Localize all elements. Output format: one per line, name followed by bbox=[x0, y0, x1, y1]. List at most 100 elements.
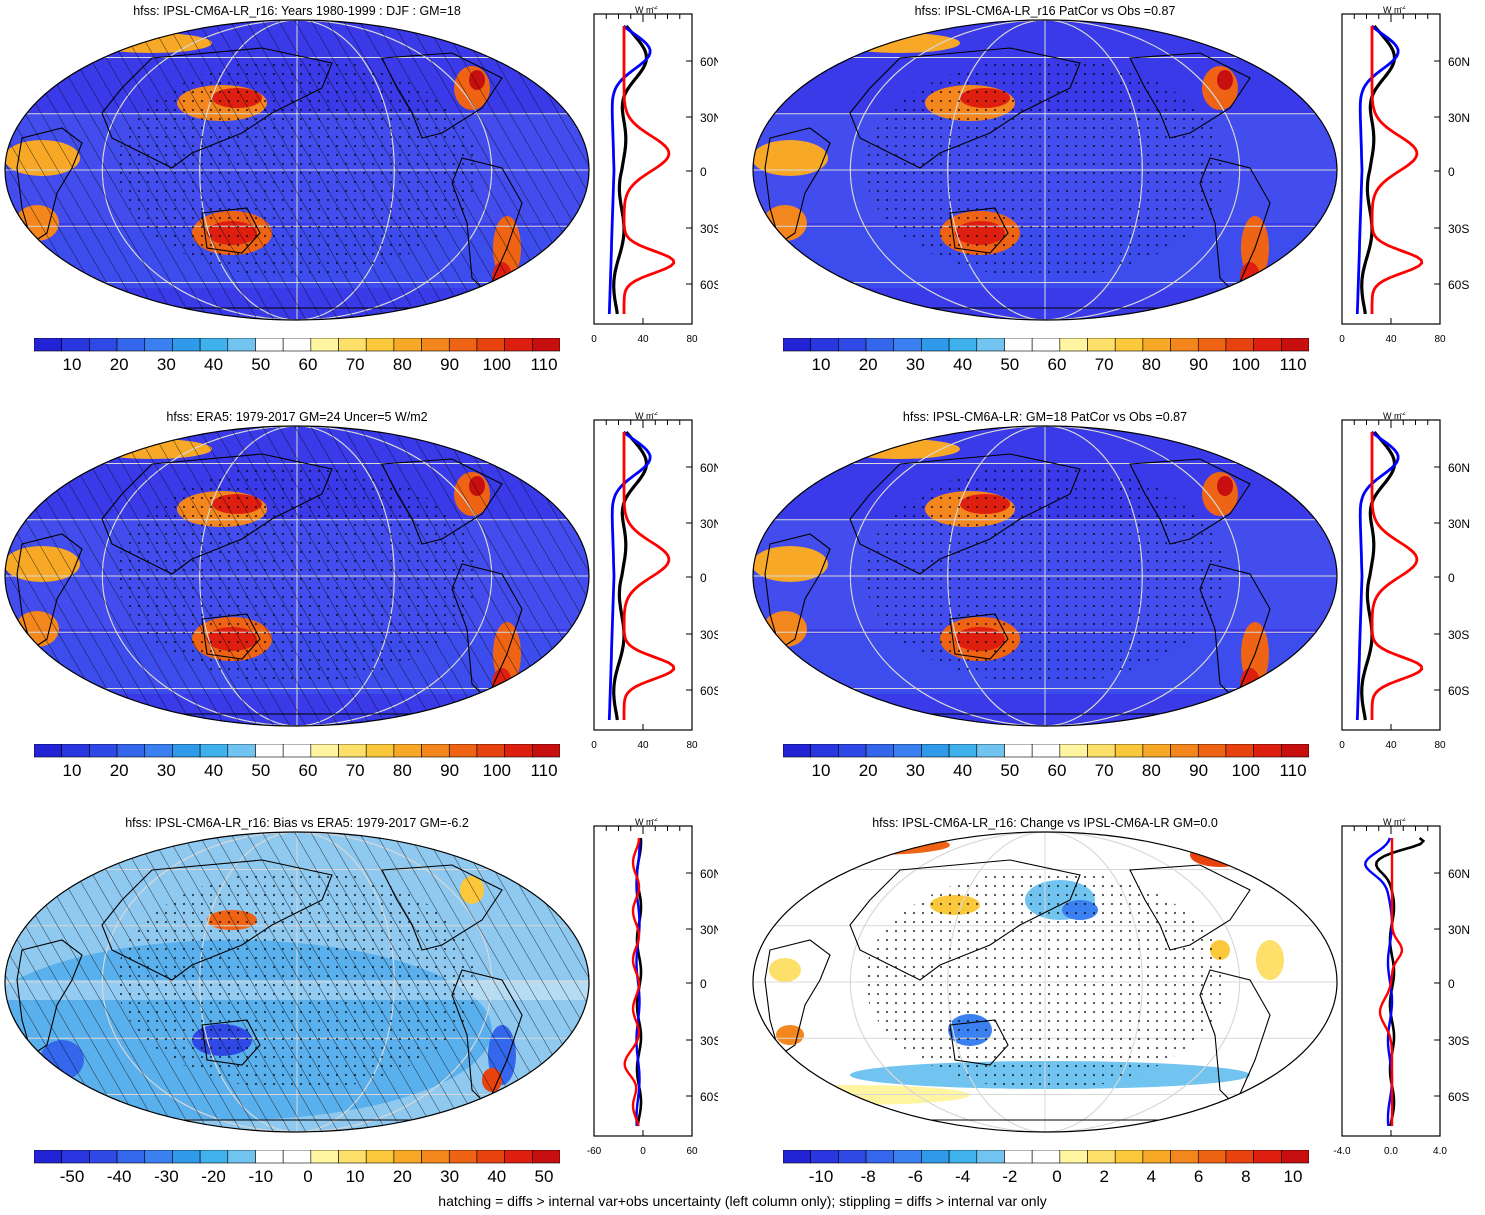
colorbar-swatch bbox=[421, 1150, 450, 1164]
colorbar-swatch bbox=[893, 1150, 922, 1164]
colorbar-swatch bbox=[89, 1150, 118, 1164]
profile-tick-label: 40 bbox=[1385, 740, 1397, 751]
colorbar-swatch bbox=[227, 1150, 256, 1164]
colorbar-swatch bbox=[532, 744, 560, 758]
colorbar-swatch bbox=[976, 744, 1005, 758]
colorbar-swatch bbox=[1253, 1150, 1282, 1164]
colorbar-swatch bbox=[504, 1150, 533, 1164]
colorbar-swatch bbox=[1225, 1150, 1254, 1164]
colorbar-label: 110 bbox=[1279, 355, 1307, 374]
colorbar-label: 40 bbox=[953, 355, 973, 374]
colorbar-swatch bbox=[199, 338, 229, 352]
colorbar-swatch bbox=[838, 338, 867, 352]
colorbar-swatch bbox=[1197, 338, 1227, 352]
colorbar-swatch bbox=[1059, 744, 1088, 758]
heat-region bbox=[512, 33, 572, 53]
colorbar-swatch bbox=[476, 744, 505, 758]
model-curve bbox=[1374, 836, 1426, 1127]
colorbar-swatch bbox=[865, 744, 895, 758]
colorbar-label: 0 bbox=[303, 1167, 313, 1186]
colorbar-label: 10 bbox=[811, 355, 831, 374]
colorbar-swatch bbox=[1087, 744, 1116, 758]
latitude-label: 0 bbox=[1448, 165, 1455, 179]
colorbar-swatch bbox=[34, 744, 62, 758]
colorbar-swatch bbox=[1004, 744, 1033, 758]
colorbar-swatch bbox=[1197, 1150, 1227, 1164]
colorbar-swatch bbox=[61, 744, 90, 758]
colorbar-swatch bbox=[1031, 1150, 1061, 1164]
world-map bbox=[752, 831, 1338, 1133]
colorbar-swatch bbox=[255, 744, 284, 758]
zonal-mean-profile: W m-2 60N 30N 0 30S 60S 0 40 80 bbox=[1339, 412, 1470, 751]
colorbar-label: -30 bbox=[154, 1167, 179, 1186]
latitude-label: 30S bbox=[1448, 628, 1469, 642]
colorbar-swatch bbox=[1142, 1150, 1171, 1164]
colorbar-swatch bbox=[338, 744, 367, 758]
latitude-label: 60N bbox=[700, 461, 718, 475]
colorbar-swatch bbox=[1087, 1150, 1116, 1164]
colorbar-label: 20 bbox=[392, 1167, 412, 1186]
colorbar-swatch bbox=[172, 338, 201, 352]
reference-curve bbox=[622, 26, 676, 314]
map-border bbox=[4, 425, 590, 727]
colorbar-swatch bbox=[365, 1150, 395, 1164]
profile-tick-label: 0.0 bbox=[1384, 1146, 1398, 1157]
coastline bbox=[764, 127, 831, 244]
zonal-mean-profile: W m-2 60N 30N 0 30S 60S 0 40 80 bbox=[591, 412, 718, 751]
colorbar-label: 10 bbox=[62, 355, 82, 374]
colorbar-swatch bbox=[1225, 338, 1254, 352]
colorbar-label: 30 bbox=[440, 1167, 460, 1186]
colorbar-swatch bbox=[448, 338, 478, 352]
colorbar-swatch bbox=[948, 1150, 978, 1164]
colorbar-swatch bbox=[1170, 1150, 1199, 1164]
change-region bbox=[769, 958, 801, 982]
unit-label: W m bbox=[1383, 412, 1402, 421]
heat-region bbox=[753, 546, 828, 582]
colorbar-swatch bbox=[448, 1150, 478, 1164]
footnote: hatching = diffs > internal var+obs unce… bbox=[438, 1193, 1047, 1209]
unit-label: W m bbox=[1383, 6, 1402, 15]
colorbar-swatch bbox=[838, 1150, 867, 1164]
colorbar-swatch bbox=[921, 338, 950, 352]
profile-tick-label: 80 bbox=[686, 740, 698, 751]
colorbar-swatch bbox=[1253, 744, 1282, 758]
unit-label: W m bbox=[635, 818, 654, 827]
colorbar-swatch bbox=[1114, 744, 1144, 758]
colorbar-swatch bbox=[227, 744, 256, 758]
colorbar-swatch bbox=[893, 744, 922, 758]
colorbar-swatch bbox=[338, 338, 367, 352]
unit-exponent: -2 bbox=[1400, 818, 1406, 823]
colorbar-swatch bbox=[310, 1150, 339, 1164]
coastline bbox=[764, 939, 831, 1056]
colorbar-label: 40 bbox=[953, 761, 973, 780]
latitude-label: 60N bbox=[1448, 867, 1470, 881]
profile-tick-label: -60 bbox=[587, 1146, 602, 1157]
unit-exponent: -2 bbox=[652, 6, 658, 11]
colorbar-swatch bbox=[1114, 338, 1144, 352]
panel-title: hfss: IPSL-CM6A-LR_r16: Change vs IPSL-C… bbox=[872, 816, 1218, 830]
colorbar-label: 10 bbox=[811, 761, 831, 780]
change-region bbox=[1256, 940, 1284, 980]
zonal-mean-profile: W m-2 60N 30N 0 30S 60S 0 40 80 bbox=[1339, 6, 1470, 345]
colorbar-label: 30 bbox=[156, 761, 176, 780]
profile-tick-label: 40 bbox=[637, 740, 649, 751]
colorbar-label: 110 bbox=[1279, 761, 1307, 780]
stippling bbox=[865, 464, 1225, 684]
colorbar-swatch bbox=[532, 338, 560, 352]
colorbar-label: 70 bbox=[1094, 761, 1114, 780]
colorbar-swatch bbox=[783, 338, 811, 352]
colorbar-swatch bbox=[448, 744, 478, 758]
colorbar-swatch bbox=[504, 744, 533, 758]
colorbar-swatch bbox=[421, 744, 450, 758]
panel-title: hfss: IPSL-CM6A-LR_r16: Bias vs ERA5: 19… bbox=[125, 816, 469, 830]
colorbar-label: -50 bbox=[59, 1167, 85, 1186]
colorbar-swatch bbox=[89, 744, 118, 758]
colorbar-swatch bbox=[921, 744, 950, 758]
colorbar-label: 90 bbox=[1189, 355, 1209, 374]
colorbar-swatch bbox=[532, 1150, 560, 1164]
profile-tick-label: 0 bbox=[640, 1146, 646, 1157]
colorbar-label: 100 bbox=[482, 355, 511, 374]
unit-exponent: -2 bbox=[652, 818, 658, 823]
obs-curve bbox=[1355, 430, 1400, 721]
profile-tick-label: 80 bbox=[1434, 334, 1446, 345]
